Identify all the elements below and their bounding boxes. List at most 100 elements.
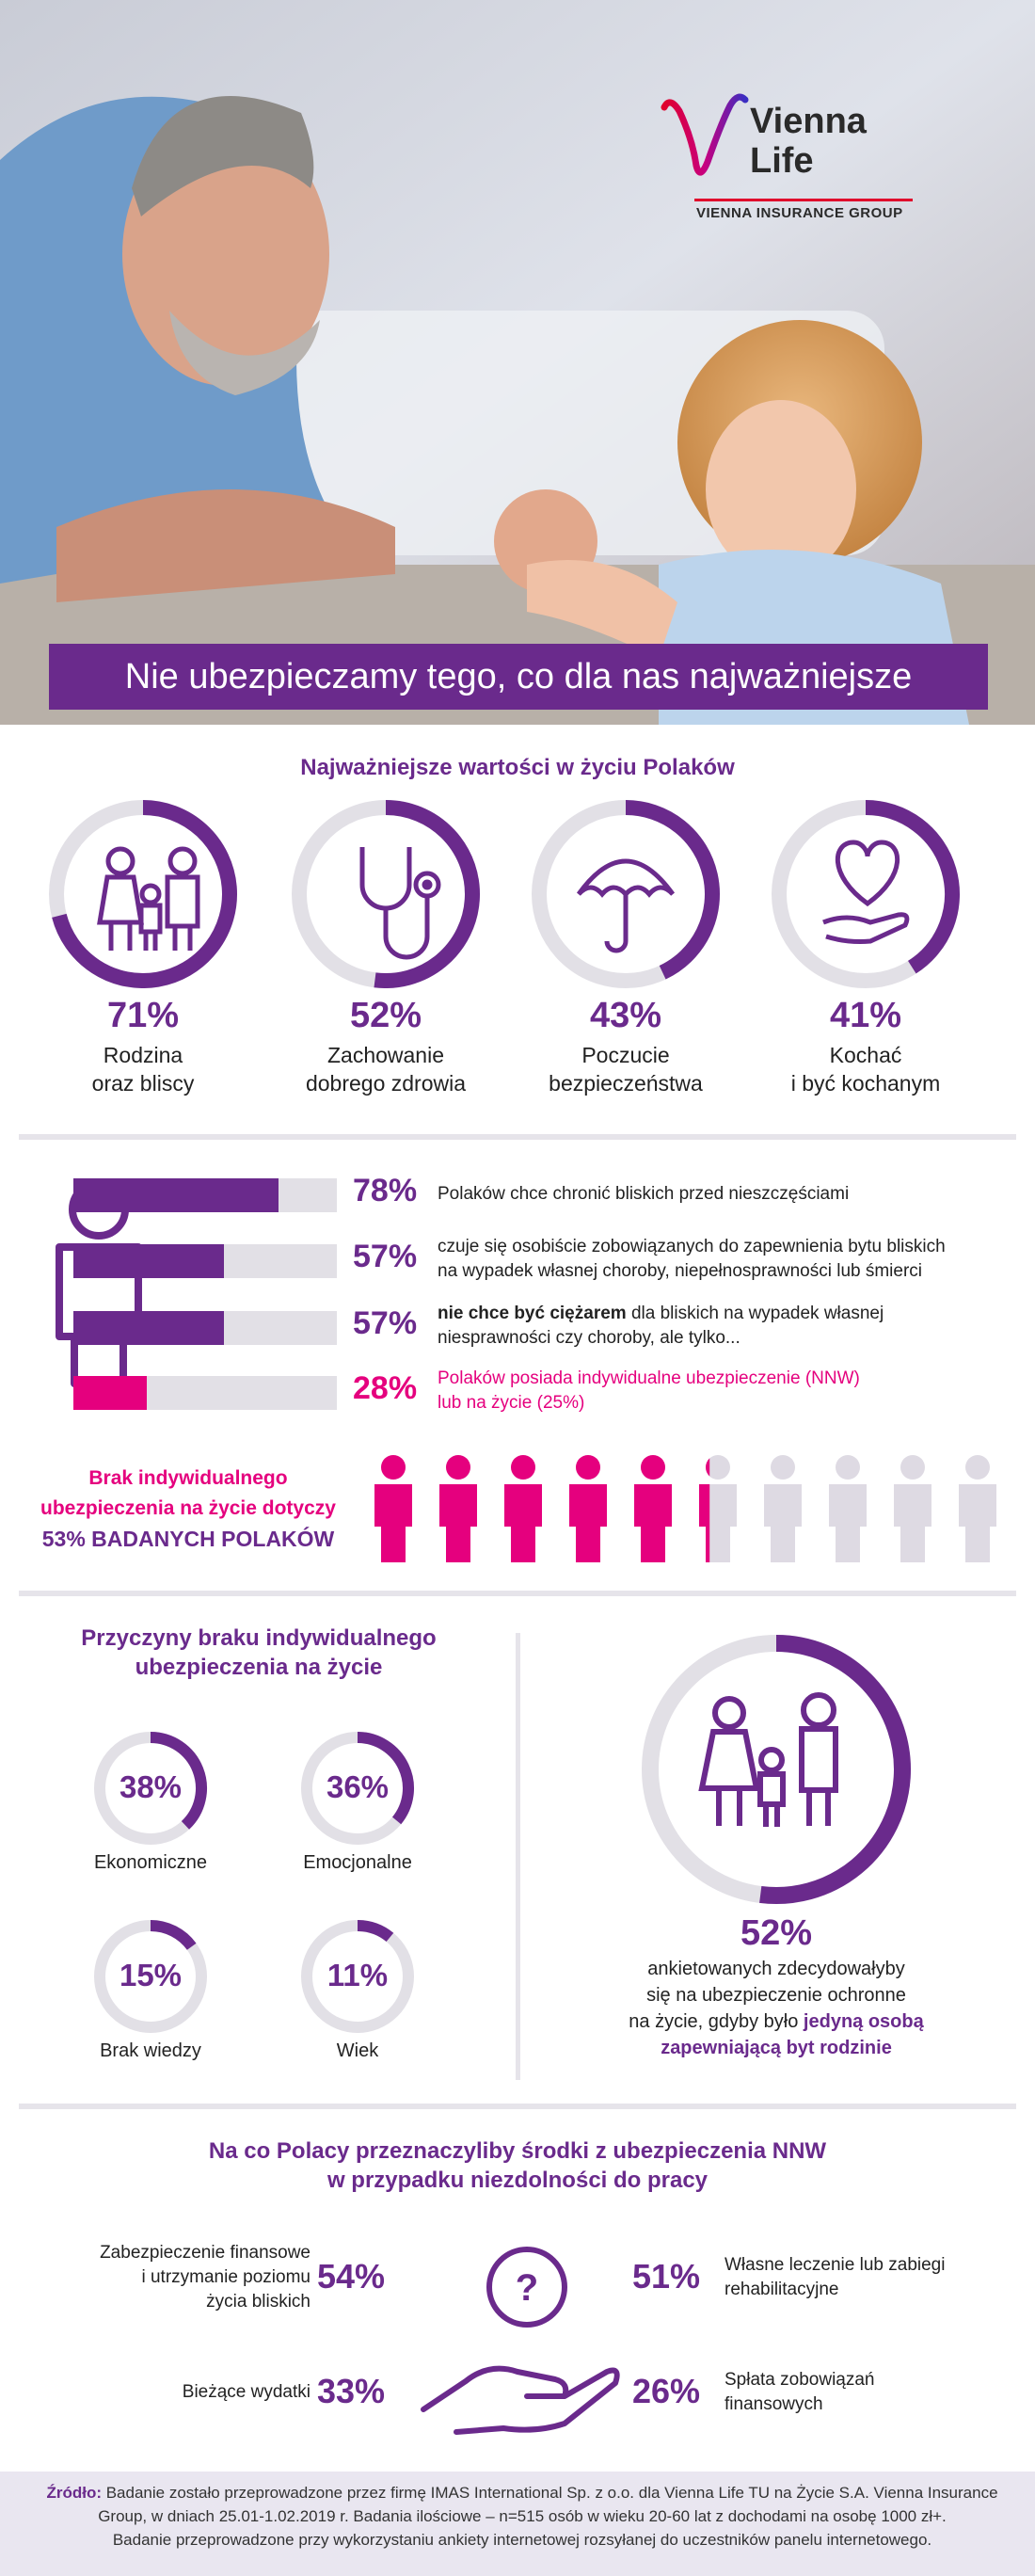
protection-text-line2: lub na życie (25%) (438, 1393, 585, 1413)
protection-text-line1: czuje się osobiście zobowiązanych do zap… (438, 1235, 1011, 1259)
value-pct: 41% (829, 996, 902, 1035)
decision-text: 52% ankietowanych zdecydowałyby się na u… (565, 1911, 988, 2061)
decision-arc (759, 1635, 911, 1904)
nnw-left-pct: 33% (317, 2372, 386, 2410)
person-pictogram (374, 1455, 412, 1562)
nnw-right-pct: 26% (632, 2372, 701, 2410)
nnw-right-text: Spłata zobowiązań finansowych (724, 2368, 1016, 2417)
person-pictogram (699, 1455, 737, 1562)
umbrella-icon (576, 858, 676, 953)
reason-pct: 11% (326, 1958, 389, 1992)
person-pictogram (439, 1455, 477, 1562)
protection-text-main: Polaków chce chronić bliskich przed nies… (438, 1184, 850, 1204)
lack-line2: ubezpieczenia na życie dotyczy (40, 1497, 336, 1519)
nnw-left-line: życia bliskich (206, 2292, 310, 2312)
protection-pct: 28% (353, 1370, 418, 1406)
nnw-right-text: Własne leczenie lub zabiegi rehabilitacyj… (724, 2253, 1016, 2302)
person-pictogram (764, 1455, 802, 1562)
protection-text: Polaków chce chronić bliskich przed nies… (438, 1182, 1011, 1207)
reasons-title-line1: Przyczyny braku indywidualnego (81, 1625, 437, 1651)
source-line1: Źródło: Badanie zostało przeprowadzone p… (24, 2481, 1021, 2504)
protection-text-line1: Polaków posiada indywidualne ubezpieczen… (438, 1367, 1011, 1391)
reason-ring-2-arc (150, 1920, 197, 1950)
nnw-left-line: Zabezpieczenie finansowe (100, 2243, 310, 2263)
logo-group: VIENNA INSURANCE GROUP (696, 205, 903, 221)
decision-line4: zapewniającą byt rodzinie (661, 2038, 892, 2058)
protection-bar-track (73, 1311, 337, 1345)
family-large-icon (698, 1692, 838, 1827)
protection-text-line1: nie chce być ciężarem dla bliskich na wy… (438, 1302, 1011, 1326)
people-pictogram-row (374, 1455, 996, 1562)
reason-ring-3-arc (357, 1920, 394, 1943)
protection-text-main: czuje się osobiście zobowiązanych do zap… (438, 1237, 946, 1256)
question-mark: ? (516, 2267, 538, 2309)
decision-line1: ankietowanych zdecydowałyby (647, 1959, 905, 1979)
nnw-right-line: Własne leczenie lub zabiegi (724, 2255, 946, 2275)
reason-label: Wiek (336, 2040, 379, 2061)
reason-ring (301, 1920, 414, 2033)
heart-hand-icon (822, 840, 910, 944)
protection-bar-fill (73, 1376, 148, 1410)
protection-text-line2: na wypadek własnej choroby, niepełnospra… (438, 1261, 923, 1281)
reason-label: Emocjonalne (303, 1852, 412, 1873)
value-label-line1: Kochać (829, 1043, 902, 1067)
person-pictogram (829, 1455, 867, 1562)
nnw-left-text: Zabezpieczenie finansowe i utrzymanie poz… (38, 2241, 310, 2314)
nnw-left-text: Bieżące wydatki (38, 2380, 310, 2405)
value-label-line1: Zachowanie (326, 1043, 445, 1067)
vertical-divider (516, 1633, 520, 2080)
value-label-line2: bezpieczeństwa (549, 1071, 703, 1096)
protection-text-line2: niesprawności czy choroby, ale tylko... (438, 1328, 740, 1348)
nnw-right-pct: 51% (632, 2257, 701, 2296)
decision-line2: się na ubezpieczenie ochronne (646, 1985, 906, 2006)
protection-bar-fill (73, 1311, 224, 1345)
protection-bar-track (73, 1178, 337, 1212)
source-footer: Źródło: Badanie zostało przeprowadzone p… (0, 2472, 1035, 2576)
nnw-left-pct: 54% (317, 2257, 386, 2296)
section-divider-3 (19, 2104, 1016, 2109)
reason-ring (94, 1920, 207, 2033)
protection-text: czuje się osobiście zobowiązanych do zap… (438, 1235, 1011, 1284)
section-divider-2 (19, 1591, 1016, 1596)
protection-text-bold: nie chce być ciężarem (438, 1304, 627, 1323)
source-text: Źródło: Badanie zostało przeprowadzone p… (24, 2481, 1021, 2552)
nnw-right-line: finansowych (724, 2394, 823, 2414)
value-label: Rodzina oraz bliscy (25, 1041, 261, 1097)
values-rings (49, 800, 960, 988)
hero-photo (0, 0, 1035, 725)
nnw-right-line: rehabilitacyjne (724, 2280, 839, 2299)
reason-label: Ekonomiczne (93, 1852, 208, 1873)
lack-line3: 53% BADANYCH POLAKÓW (41, 1527, 335, 1551)
nnw-title: Na co Polacy przeznaczyliby środki z ube… (0, 2136, 1035, 2195)
protection-text-main: dla bliskich na wypadek własnej (626, 1304, 884, 1323)
protection-text-main: Polaków posiada indywidualne ubezpieczen… (438, 1368, 860, 1388)
value-label-line1: Rodzina (103, 1043, 183, 1067)
logo-vienna: Vienna (750, 102, 867, 141)
value-label: Zachowanie dobrego zdrowia (268, 1041, 503, 1097)
protection-bar-track (73, 1244, 337, 1278)
family-icon (97, 846, 200, 951)
protection-pct: 57% (353, 1305, 418, 1341)
protection-pct: 57% (353, 1239, 418, 1274)
value-label-line1: Poczucie (581, 1043, 670, 1067)
person-pictogram (959, 1455, 996, 1562)
value-label-line2: i być kochanym (790, 1071, 941, 1096)
reason-pct: 36% (326, 1769, 390, 1804)
reasons-title: Przyczyny braku indywidualnego ubezpiecz… (38, 1624, 480, 1682)
reason-label: Brak wiedzy (100, 2040, 201, 2061)
hand-question-icon: ? (421, 2247, 620, 2435)
vienna-life-logo-icon (661, 93, 749, 176)
nnw-left-line: Bieżące wydatki (182, 2382, 310, 2402)
value-ring-2-arc (625, 800, 720, 980)
value-label: Kochać i być kochanym (748, 1041, 983, 1097)
value-label: Poczucie bezpieczeństwa (508, 1041, 743, 1097)
source-label: Źródło: (46, 2484, 102, 2502)
stethoscope-icon (359, 847, 441, 960)
value-label-line2: oraz bliscy (91, 1071, 195, 1096)
reason-ring-0-arc (150, 1732, 207, 1830)
hero-illustration (0, 0, 1035, 725)
protection-pct: 78% (353, 1173, 418, 1208)
reasons-title-line2: ubezpieczenia na życie (135, 1655, 383, 1680)
person-pictogram (504, 1455, 542, 1562)
value-pct: 52% (349, 996, 422, 1035)
